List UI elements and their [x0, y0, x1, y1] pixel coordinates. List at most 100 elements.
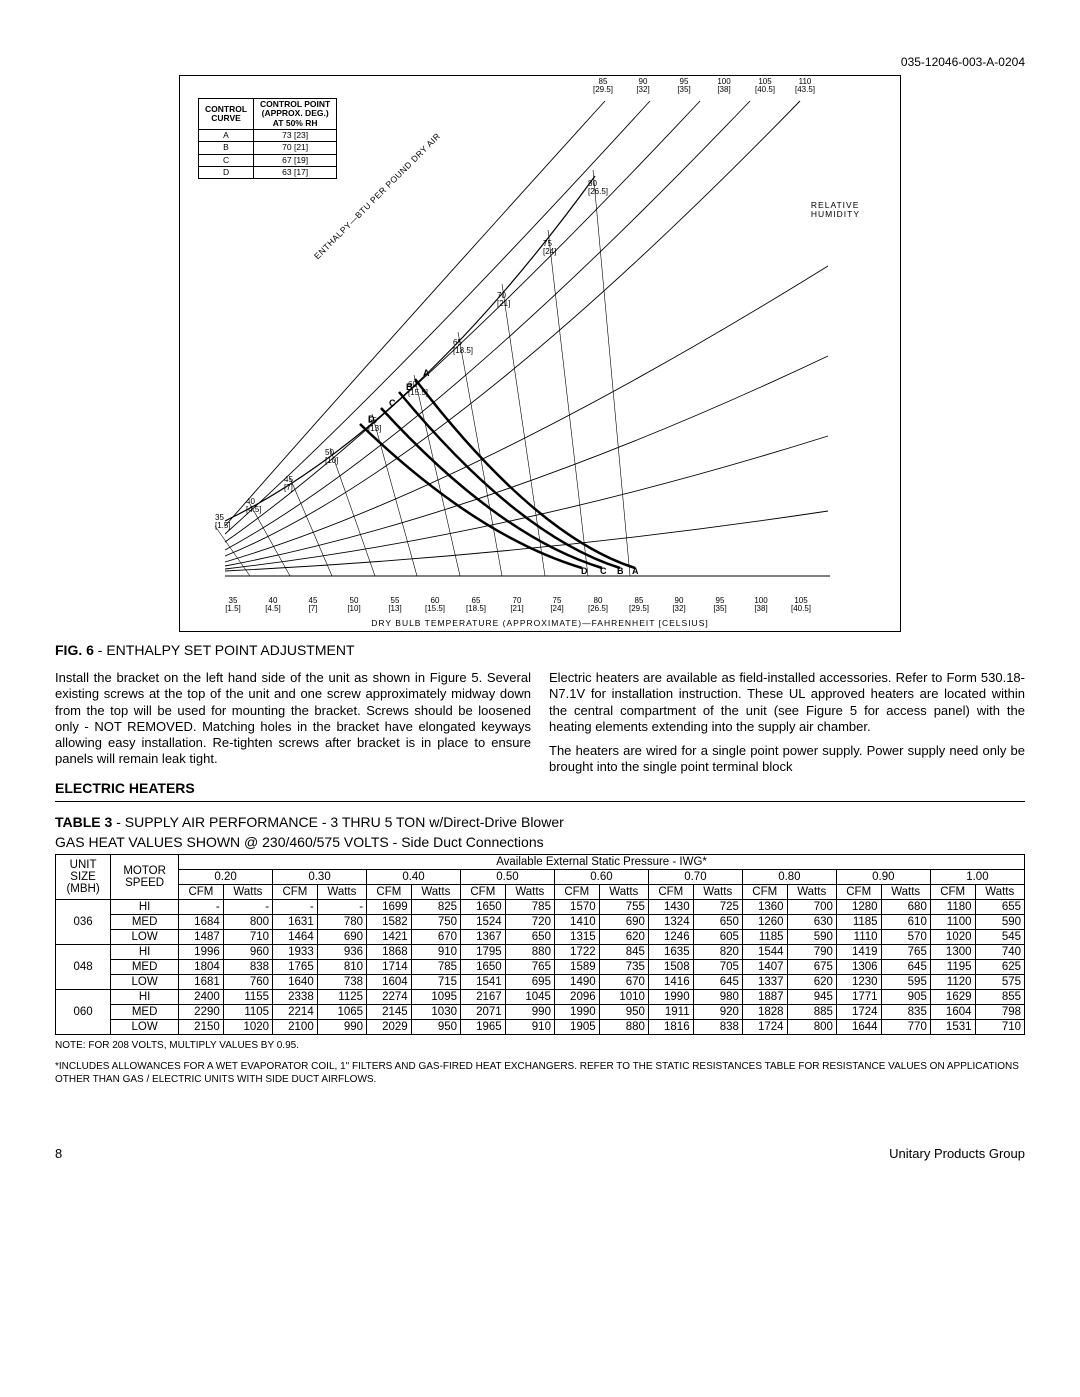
cell-motor-speed: LOW [111, 975, 179, 990]
cell-value: 2071 [461, 1005, 506, 1020]
cell-value: 650 [505, 930, 554, 945]
th-pressure: 0.30 [273, 870, 367, 885]
table-row: LOW1681760164073816047151541695149067014… [56, 975, 1025, 990]
figure-caption-prefix: FIG. 6 [55, 642, 94, 658]
cell-value: 1020 [223, 1020, 272, 1035]
cell-value: - [273, 900, 318, 915]
cell-value: 800 [787, 1020, 836, 1035]
db-tick: 55[13] [384, 597, 406, 613]
cell-value: 1828 [742, 1005, 787, 1020]
cell-value: - [179, 900, 224, 915]
cell-unit-size: 048 [56, 945, 111, 990]
cell-value: 2096 [554, 990, 599, 1005]
cell-value: 620 [599, 930, 648, 945]
cell-value: 1650 [461, 960, 506, 975]
curve-A-label-top: A [423, 368, 430, 378]
cell-value: 1195 [930, 960, 975, 975]
cell-value: 2338 [273, 990, 318, 1005]
db-tick: 35[1.5] [222, 597, 244, 613]
cell-value: 1185 [836, 915, 881, 930]
th-cfm: CFM [742, 885, 787, 900]
cell-value: 1699 [367, 900, 412, 915]
cell-value: 835 [881, 1005, 930, 1020]
cell-motor-speed: LOW [111, 930, 179, 945]
cell-value: 1629 [930, 990, 975, 1005]
curve-D-label-bottom: D [581, 566, 588, 576]
th-watts: Watts [223, 885, 272, 900]
cell-unit-size: 036 [56, 900, 111, 945]
cell-value: 670 [411, 930, 460, 945]
th-pressure: 0.80 [742, 870, 836, 885]
cell-value: 885 [787, 1005, 836, 1020]
cell-value: 1410 [554, 915, 599, 930]
cell-value: 945 [787, 990, 836, 1005]
cell-value: 1230 [836, 975, 881, 990]
cell-value: 1650 [461, 900, 506, 915]
table-row: MED2290110522141065214510302071990199095… [56, 1005, 1025, 1020]
cell-value: 950 [599, 1005, 648, 1020]
cell-value: 1570 [554, 900, 599, 915]
figure-caption: FIG. 6 - ENTHALPY SET POINT ADJUSTMENT [55, 642, 1025, 658]
cell-unit-size: 060 [56, 990, 111, 1035]
table-row: 048HI19969601933936186891017958801722845… [56, 945, 1025, 960]
db-tick: 70[21] [506, 597, 528, 613]
wb-tick: 55[13] [368, 417, 381, 433]
db-tick: 60[15.5] [424, 597, 446, 613]
cell-value: 1416 [648, 975, 693, 990]
cell-value: 1714 [367, 960, 412, 975]
cell-value: 765 [505, 960, 554, 975]
top-tick: 95[35] [673, 78, 695, 94]
cell-value: 800 [223, 915, 272, 930]
cell-value: 950 [411, 1020, 460, 1035]
cell-value: 1315 [554, 930, 599, 945]
cell-value: 570 [881, 930, 930, 945]
cell-value: 1125 [317, 990, 366, 1005]
th-watts: Watts [881, 885, 930, 900]
cell-value: 695 [505, 975, 554, 990]
cell-value: 1155 [223, 990, 272, 1005]
cell-value: 1120 [930, 975, 975, 990]
cell-value: 1419 [836, 945, 881, 960]
cell-value: 738 [317, 975, 366, 990]
curve-C-label-bottom: C [600, 566, 607, 576]
performance-table: UNIT SIZE (MBH) MOTOR SPEED Available Ex… [55, 854, 1025, 1035]
cell-value: 575 [975, 975, 1024, 990]
figure-caption-text: - ENTHALPY SET POINT ADJUSTMENT [94, 642, 355, 658]
th-watts: Watts [787, 885, 836, 900]
wb-tick: 65[18.5] [453, 339, 473, 355]
cell-value: 2290 [179, 1005, 224, 1020]
cell-value: 1604 [930, 1005, 975, 1020]
para-heaters-2: The heaters are wired for a single point… [549, 743, 1025, 776]
top-tick: 100[38] [713, 78, 735, 94]
db-tick: 100[38] [750, 597, 772, 613]
cell-value: 1010 [599, 990, 648, 1005]
footer-page-number: 8 [55, 1146, 62, 1161]
chart-svg: A B C D A B C D [180, 76, 900, 631]
cell-value: 605 [693, 930, 742, 945]
table-caption-prefix: TABLE 3 [55, 814, 112, 830]
cell-value: 1360 [742, 900, 787, 915]
cell-value: 1045 [505, 990, 554, 1005]
cell-value: 1487 [179, 930, 224, 945]
table-caption: TABLE 3 - SUPPLY AIR PERFORMANCE - 3 THR… [55, 814, 1025, 830]
cell-value: 1724 [836, 1005, 881, 1020]
th-cfm: CFM [367, 885, 412, 900]
top-tick: 110[43.5] [794, 78, 816, 94]
cell-value: 1795 [461, 945, 506, 960]
cell-value: 1887 [742, 990, 787, 1005]
th-watts: Watts [317, 885, 366, 900]
cell-value: 620 [787, 975, 836, 990]
cell-value: 760 [223, 975, 272, 990]
cell-value: 1544 [742, 945, 787, 960]
cell-value: 910 [411, 945, 460, 960]
table-row: LOW1487710146469014216701367650131562012… [56, 930, 1025, 945]
wb-tick: 80[26.5] [588, 180, 608, 196]
cell-value: 1816 [648, 1020, 693, 1035]
cell-value: 1105 [223, 1005, 272, 1020]
cell-value: 1684 [179, 915, 224, 930]
th-pressure-span: Available External Static Pressure - IWG… [179, 855, 1025, 870]
cell-value: 2145 [367, 1005, 412, 1020]
cell-value: 700 [787, 900, 836, 915]
cell-value: 680 [881, 900, 930, 915]
body-text-columns: Install the bracket on the left hand sid… [55, 670, 1025, 797]
